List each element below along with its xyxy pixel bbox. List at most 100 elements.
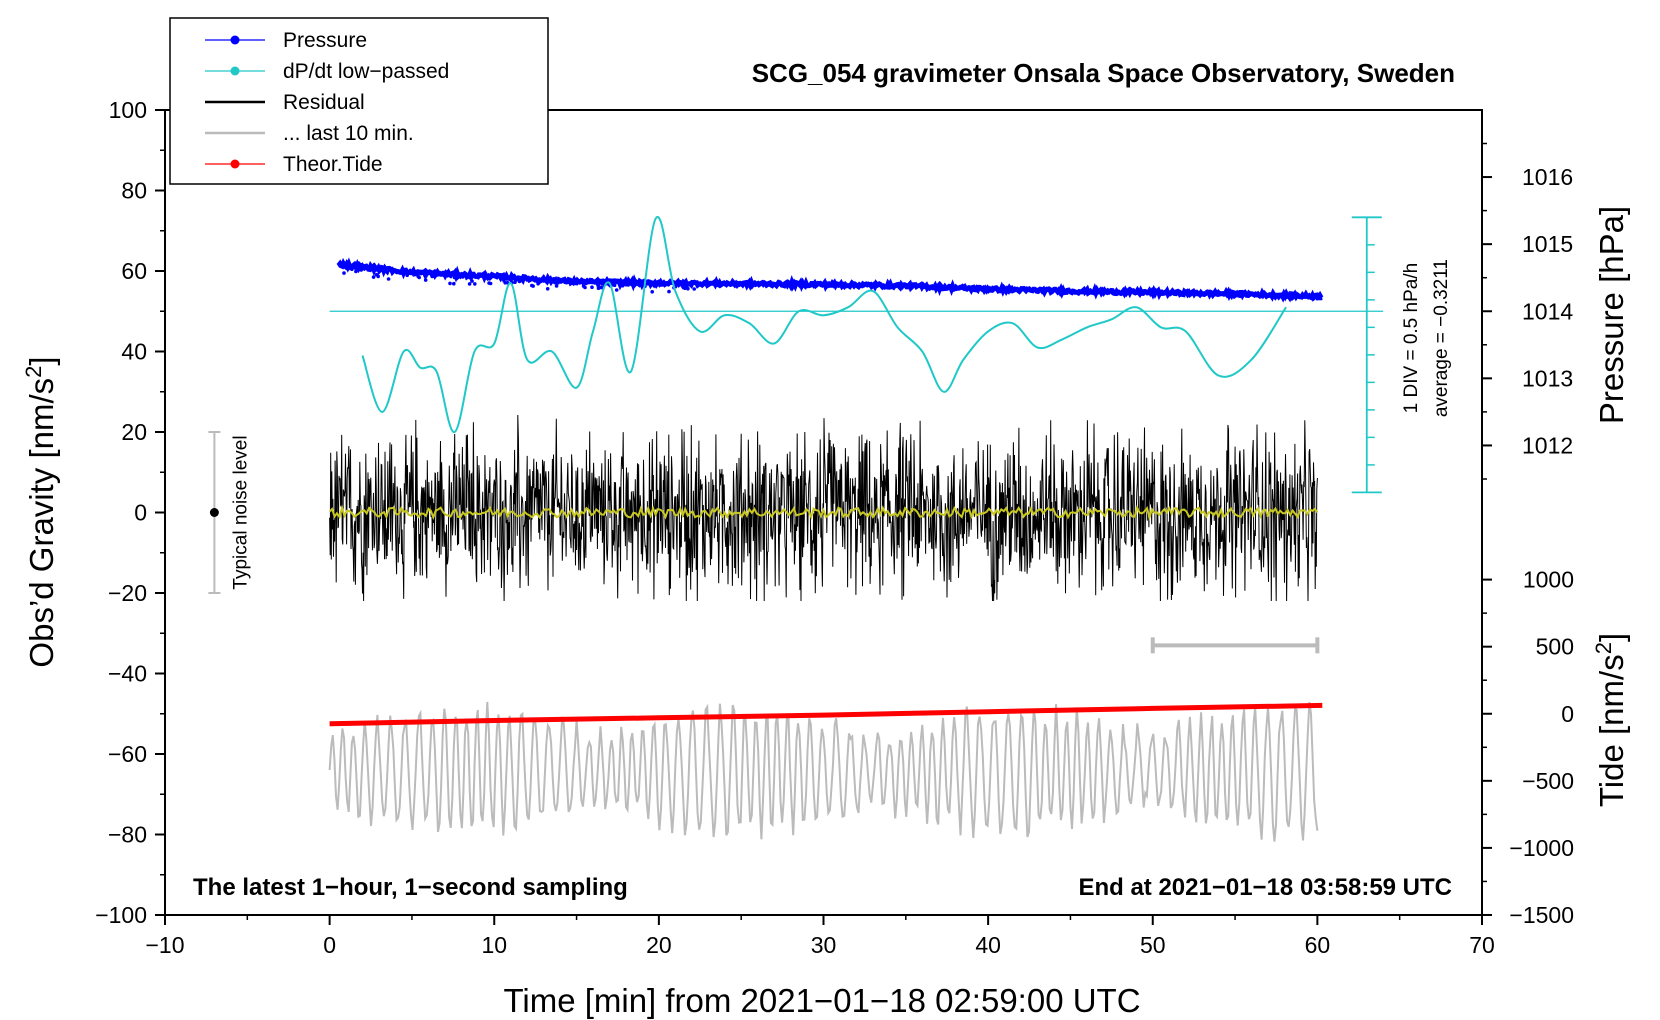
- pressure-point: [417, 275, 422, 280]
- y-axis-left-title-main: Obs’d Gravity [nm/s: [23, 378, 60, 668]
- pressure-point: [513, 275, 517, 280]
- pressure-point: [614, 288, 619, 292]
- pressure-point: [405, 273, 410, 278]
- pressure-axis-title: Pressure [hPa]: [1593, 206, 1630, 424]
- legend-label: dP/dt low−passed: [283, 60, 449, 83]
- y-tick-label: −60: [108, 741, 147, 767]
- y-tick-label: 100: [109, 97, 147, 123]
- y-tick-label: −100: [95, 902, 147, 928]
- pressure-point: [448, 281, 452, 286]
- x-tick-label: 50: [1140, 932, 1166, 958]
- pressure-point: [695, 282, 700, 287]
- pressure-band: [336, 257, 1324, 303]
- y-tick-label: −80: [108, 822, 147, 848]
- pressure-point: [473, 282, 477, 286]
- pressure-tick-label: 1014: [1522, 298, 1573, 324]
- legend-label: Pressure: [283, 29, 367, 52]
- pressure-point: [350, 267, 354, 272]
- tide-tick-label: −1000: [1509, 835, 1574, 861]
- x-tick-label: −10: [145, 932, 184, 958]
- smoothed-residual-line: [328, 504, 1319, 521]
- tide-tick-label: −1500: [1509, 902, 1574, 928]
- pressure-point: [590, 280, 594, 284]
- pressure-point: [534, 279, 539, 283]
- y-axis-left-title: Obs’d Gravity [nm/s2]: [21, 356, 60, 667]
- y-tick-label: 40: [121, 339, 147, 365]
- pressure-point: [342, 271, 346, 275]
- dpdt-series-line: [361, 215, 1287, 434]
- y-tick-label: 80: [121, 178, 147, 204]
- pressure-point: [402, 270, 406, 274]
- x-tick-label: 70: [1469, 932, 1495, 958]
- pressure-point: [452, 275, 457, 280]
- tide-axis-title-sup: 2: [1591, 642, 1616, 654]
- pressure-point: [530, 283, 534, 288]
- dpdt-average-label: average = −0.3211: [1431, 259, 1452, 417]
- y-tick-label: 20: [121, 419, 147, 445]
- tide-axis-title: Tide [nm/s2]: [1591, 633, 1630, 807]
- pressure-axis: 1016 1015 1014 1013 1012: [1481, 110, 1573, 493]
- legend-marker: [230, 66, 240, 76]
- legend-label: Residual: [283, 91, 365, 114]
- x-tick-label: 20: [646, 932, 672, 958]
- pressure-tick-label: 1016: [1522, 164, 1573, 190]
- pressure-point: [620, 283, 625, 288]
- end-time-note: End at 2021−01−18 03:58:59 UTC: [1078, 874, 1452, 901]
- pressure-point: [386, 277, 391, 281]
- noise-bar-center: [209, 508, 219, 517]
- pressure-point: [452, 281, 456, 286]
- legend-label: ... last 10 min.: [283, 122, 414, 145]
- pressure-point: [563, 279, 568, 284]
- pressure-point: [503, 280, 508, 285]
- x-tick-label: 30: [811, 932, 837, 958]
- pressure-point: [526, 277, 530, 282]
- y-tick-label: −20: [108, 580, 147, 606]
- tide-series-line: [329, 702, 1323, 727]
- y-tick-label: 0: [134, 500, 147, 526]
- pressure-point: [600, 281, 605, 286]
- pressure-point: [371, 275, 376, 279]
- dpdt-scale-label: 1 DIV = 0.5 hPa/h: [1401, 263, 1422, 414]
- pressure-point: [517, 279, 522, 284]
- x-axis-title: Time [min] from 2021−01−18 02:59:00 UTC: [503, 982, 1140, 1019]
- pressure-tick-label: 1012: [1522, 432, 1573, 458]
- legend-marker: [230, 35, 240, 45]
- x-tick-label: 10: [481, 932, 507, 958]
- series-layer: [328, 215, 1324, 842]
- x-axis: −10 0 10 20 30 40 50 60 70: [145, 915, 1495, 958]
- x-tick-label: 60: [1305, 932, 1331, 958]
- pressure-point: [612, 283, 617, 288]
- pressure-point: [538, 278, 542, 283]
- tide-axis-title-end: ]: [1593, 633, 1630, 642]
- y-tick-label: −40: [108, 661, 147, 687]
- pressure-point: [667, 289, 671, 294]
- pressure-point: [423, 278, 428, 282]
- pressure-point: [653, 284, 657, 288]
- pressure-point: [554, 284, 559, 288]
- pressure-point: [692, 287, 696, 291]
- pressure-point: [583, 285, 587, 290]
- legend: Pressure dP/dt low−passed Residual ... last…: [169, 17, 549, 185]
- tide-tick-label: 0: [1561, 701, 1574, 727]
- pressure-point: [429, 273, 434, 277]
- tide-axis: 1000 500 0 −500 −1000 −1500: [1482, 567, 1574, 928]
- pressure-point: [467, 282, 472, 286]
- sampling-note: The latest 1−hour, 1−second sampling: [193, 874, 628, 901]
- pressure-point: [650, 290, 654, 294]
- y-tick-label: 60: [121, 258, 147, 284]
- tide-tick-label: 500: [1536, 634, 1574, 660]
- pressure-series: [336, 257, 1324, 303]
- y-axis-left-title-end: ]: [23, 356, 60, 365]
- pressure-point: [598, 285, 603, 290]
- pressure-point: [686, 286, 690, 291]
- pressure-point: [354, 269, 358, 274]
- pressure-point: [470, 279, 474, 283]
- annotations: 1 DIV = 0.5 hPa/h average = −0.3211 Typica…: [208, 216, 1452, 654]
- pressure-point: [359, 268, 364, 272]
- pressure-point: [590, 285, 594, 290]
- residual-series-line: [329, 414, 1318, 602]
- x-tick-label: 0: [323, 932, 336, 958]
- pressure-point: [488, 281, 493, 286]
- pressure-point: [376, 274, 381, 279]
